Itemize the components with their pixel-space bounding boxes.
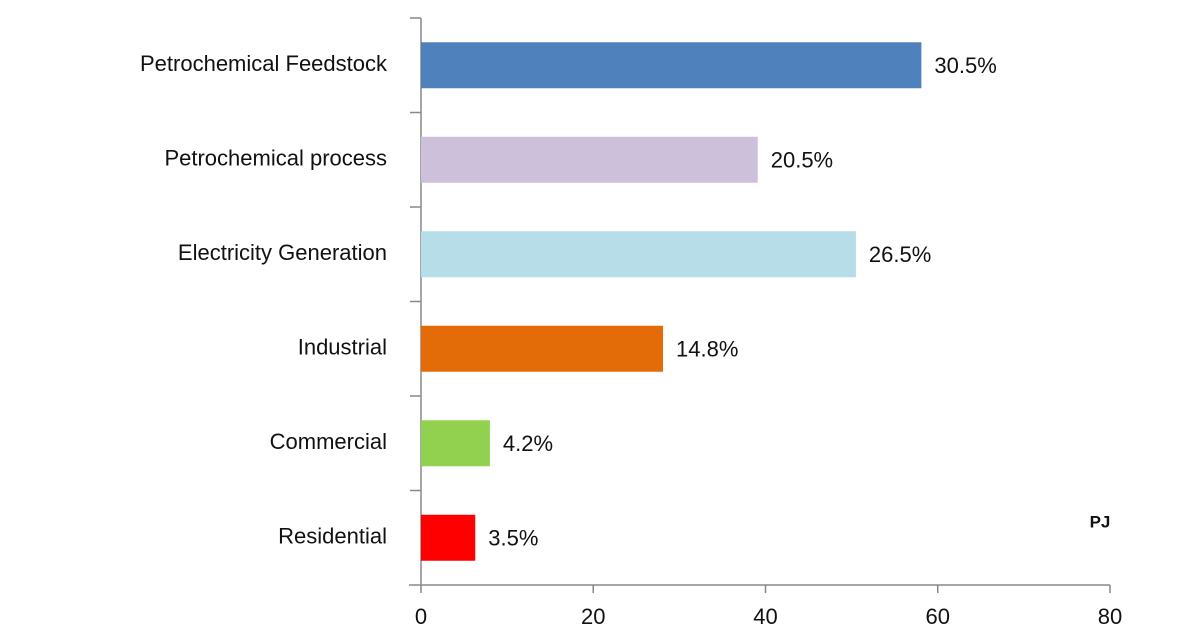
category-label: Commercial xyxy=(270,429,387,454)
bar xyxy=(421,136,758,183)
bar xyxy=(421,325,664,372)
x-tick-label: 20 xyxy=(581,604,605,629)
x-tick-label: 80 xyxy=(1098,604,1122,629)
share-label: 4.2% xyxy=(503,431,553,456)
share-label: 20.5% xyxy=(771,148,833,173)
share-label: 3.5% xyxy=(488,526,538,551)
category-label: Residential xyxy=(278,524,387,549)
share-label: 26.5% xyxy=(869,242,931,267)
share-label: 30.5% xyxy=(934,53,996,78)
category-label: Electricity Generation xyxy=(178,240,387,265)
category-label: Petrochemical process xyxy=(164,146,387,171)
x-tick-label: 0 xyxy=(415,604,427,629)
x-tick-label: 60 xyxy=(926,604,950,629)
bar xyxy=(421,420,490,467)
bar xyxy=(421,42,922,89)
bar xyxy=(421,514,476,561)
x-tick-label: 40 xyxy=(753,604,777,629)
category-label: Industrial xyxy=(298,335,387,360)
share-label: 14.8% xyxy=(676,337,738,362)
category-label: Petrochemical Feedstock xyxy=(140,51,388,76)
unit-annotation: PJ xyxy=(1090,512,1111,531)
bar xyxy=(421,231,856,278)
